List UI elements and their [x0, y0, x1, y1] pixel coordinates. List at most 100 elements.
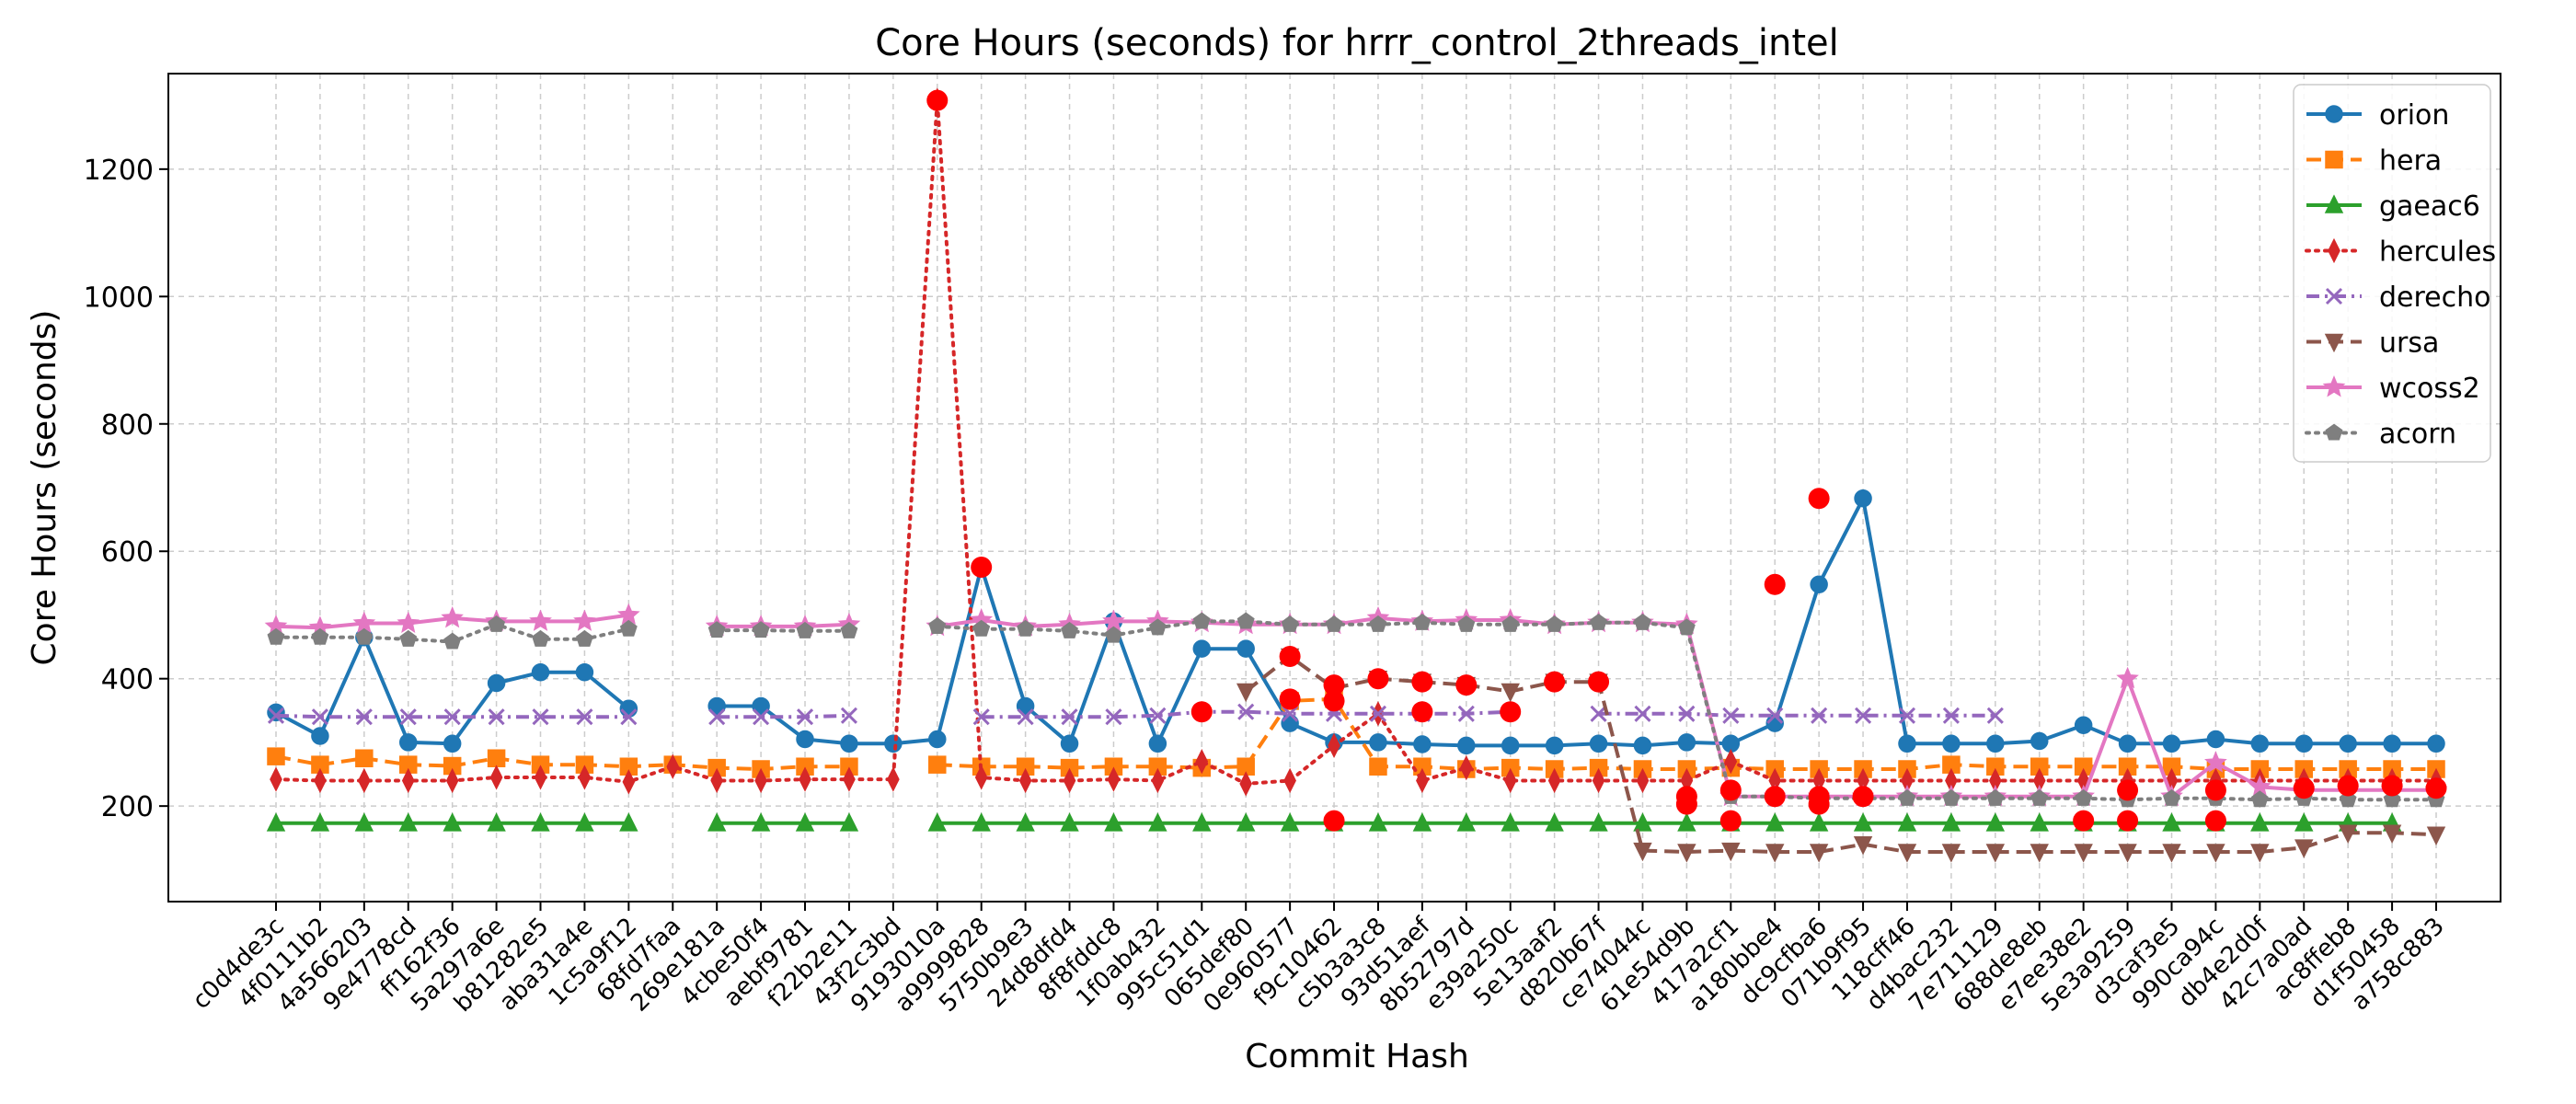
series-line-derecho	[275, 713, 629, 719]
point-gaeac6	[1545, 812, 1564, 832]
series-layer	[264, 87, 2448, 863]
point-gaeac6	[487, 812, 506, 832]
point-gaeac6	[531, 812, 550, 832]
point-hercules	[1107, 766, 1121, 792]
point-acorn	[1369, 615, 1387, 632]
point-hercules	[754, 767, 767, 794]
point-gaeac6	[2030, 812, 2049, 832]
point-ursa	[2118, 844, 2137, 863]
point-gaeac6	[1456, 812, 1477, 832]
point-gaeac6	[1897, 812, 1917, 832]
point-ursa	[1853, 835, 1873, 856]
highlight-point	[2117, 779, 2139, 801]
point-orion	[1148, 734, 1167, 753]
point-orion	[752, 696, 770, 716]
highlight-point	[2381, 775, 2403, 797]
point-orion	[267, 703, 285, 722]
point-acorn	[1501, 615, 1520, 632]
point-wcoss2	[617, 603, 640, 625]
point-orion	[2383, 734, 2401, 753]
legend-marker	[2325, 150, 2343, 169]
point-ursa	[1721, 842, 1741, 862]
point-derecho	[355, 708, 373, 726]
point-gaeac6	[1236, 812, 1256, 832]
point-orion	[2206, 730, 2225, 749]
point-acorn	[532, 629, 549, 647]
y-axis-label: Core Hours (seconds)	[26, 310, 63, 666]
point-gaeac6	[1368, 812, 1388, 832]
point-gaeac6	[972, 812, 991, 832]
point-derecho	[1590, 705, 1607, 722]
point-derecho	[1855, 707, 1872, 724]
point-hera	[1369, 757, 1387, 776]
point-hercules	[401, 767, 415, 794]
point-acorn	[796, 621, 814, 638]
highlight-point	[1323, 674, 1345, 696]
legend-entry-hera: hera	[2306, 145, 2442, 178]
x-axis-label: Commit Hash	[1245, 1038, 1469, 1075]
point-orion	[2427, 734, 2445, 753]
highlight-point	[1719, 810, 1742, 832]
point-derecho	[1986, 707, 2004, 724]
legend: orion hera gaeac6 hercules derecho ursa wcoss2…	[2293, 84, 2496, 463]
highlight-layer	[926, 89, 2447, 832]
highlight-point	[1323, 690, 1345, 712]
point-derecho	[311, 708, 328, 726]
point-gaeac6	[1412, 812, 1432, 832]
legend-entry-derecho: derecho	[2306, 282, 2491, 314]
point-gaeac6	[1501, 812, 1520, 832]
point-derecho	[1149, 707, 1167, 724]
point-orion	[1413, 735, 1432, 753]
point-derecho	[972, 708, 990, 726]
point-wcoss2	[441, 605, 464, 628]
legend-marker	[2325, 423, 2343, 441]
legend-marker	[2322, 375, 2346, 397]
point-gaeac6	[1809, 812, 1829, 832]
point-acorn	[1281, 615, 1299, 632]
point-derecho	[1457, 705, 1475, 722]
legend-label: hera	[2379, 145, 2442, 178]
legend-marker	[2324, 333, 2344, 353]
point-acorn	[928, 616, 947, 634]
point-hercules	[1592, 767, 1605, 794]
point-orion	[796, 730, 814, 749]
point-gaeac6	[398, 812, 418, 832]
highlight-point	[1367, 668, 1389, 690]
point-hercules	[1503, 767, 1517, 794]
point-gaeac6	[795, 812, 815, 832]
point-orion	[2074, 716, 2093, 734]
point-hercules	[1239, 771, 1253, 797]
point-acorn	[1148, 618, 1167, 636]
legend-marker	[2328, 237, 2340, 264]
point-acorn	[1590, 613, 1607, 630]
point-hercules	[1018, 767, 1032, 794]
point-orion	[1016, 696, 1035, 716]
point-gaeac6	[1985, 812, 2006, 832]
point-orion	[1060, 734, 1079, 753]
point-gaeac6	[266, 812, 286, 832]
point-derecho	[1282, 705, 1299, 722]
highlight-point	[2293, 777, 2315, 799]
point-hercules	[1636, 767, 1650, 794]
point-acorn	[2163, 788, 2180, 806]
series-line-acorn	[935, 619, 2438, 802]
point-acorn	[1898, 788, 1916, 806]
highlight-point	[1675, 793, 1697, 815]
point-acorn	[1236, 612, 1255, 629]
point-derecho	[840, 707, 857, 724]
highlight-point	[1500, 701, 1522, 723]
point-acorn	[1325, 615, 1343, 632]
series-orion	[267, 489, 2445, 755]
legend-entry-acorn: acorn	[2305, 419, 2456, 451]
point-hercules	[489, 765, 503, 790]
series-line-derecho	[1598, 711, 1995, 718]
legend-entry-orion: orion	[2306, 99, 2449, 132]
point-derecho	[399, 708, 417, 726]
point-derecho	[1942, 707, 1960, 724]
series-line-orion	[717, 496, 2436, 748]
point-ursa	[1633, 842, 1652, 862]
point-hercules	[1416, 767, 1429, 794]
highlight-point	[1279, 645, 1301, 667]
point-acorn	[1546, 615, 1564, 632]
point-orion	[928, 730, 947, 749]
